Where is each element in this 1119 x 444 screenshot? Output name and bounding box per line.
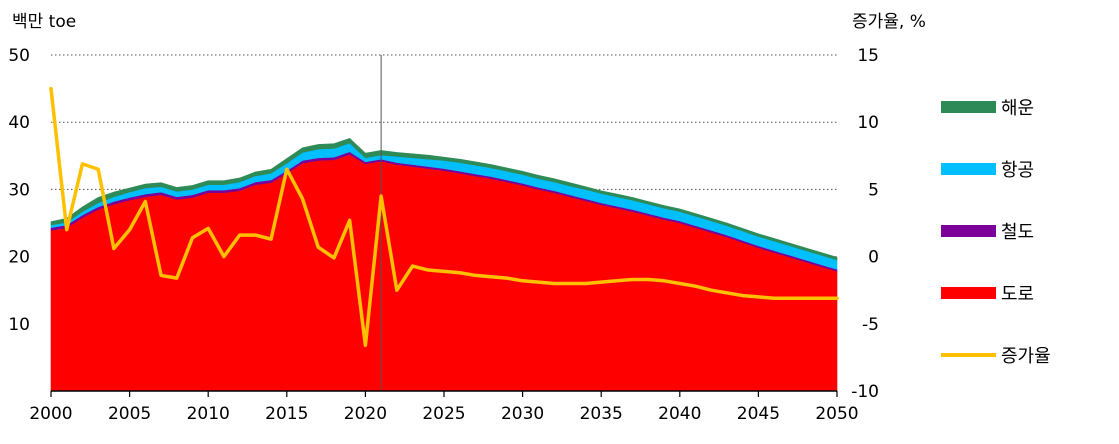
- legend-label-항공: 항공: [1001, 160, 1034, 181]
- x-tick-label: 2035: [580, 404, 623, 424]
- legend-swatch-항공: [941, 163, 996, 175]
- x-tick-label: 2050: [815, 404, 858, 424]
- y-right-tick-label: 15: [857, 46, 879, 66]
- y-right-tick-label: 5: [868, 180, 879, 200]
- right-axis-label: 증가율, %: [852, 12, 926, 32]
- stacked-areas: [50, 55, 838, 392]
- y-left-tick-label: 20: [8, 248, 30, 268]
- x-tick-label: 2030: [501, 404, 544, 424]
- legend-label-증가율: 증가율: [1001, 346, 1051, 367]
- axis-labels: 백만 toe 증가율, %: [12, 12, 926, 32]
- area-해운: [50, 137, 838, 261]
- legend-label-철도: 철도: [1001, 222, 1034, 243]
- x-tick-label: 2010: [187, 404, 230, 424]
- x-tick-label: 2020: [344, 404, 387, 424]
- y-left-tick-label: 50: [8, 46, 30, 66]
- x-tick-label: 2025: [422, 404, 465, 424]
- legend-swatch-철도: [941, 225, 996, 237]
- y-left-tick-label: 30: [8, 180, 30, 200]
- line-증가율: [49, 86, 839, 348]
- y-right-tick-label: -5: [862, 315, 879, 335]
- axes: 2000 2005 2010 2015 2020 2025 2030 2035 2040 2045…: [8, 46, 879, 424]
- left-axis-label: 백만 toe: [12, 12, 76, 32]
- x-tick-label: 2015: [265, 404, 308, 424]
- y-left-tick-label: 40: [8, 113, 30, 133]
- y-right-tick-label: 0: [868, 248, 879, 268]
- y-left-tick-label: 10: [8, 315, 30, 335]
- x-tick-label: 2045: [737, 404, 780, 424]
- legend-label-해운: 해운: [1001, 98, 1034, 119]
- x-tick-label: 2005: [108, 404, 151, 424]
- legend-label-도로: 도로: [1001, 284, 1034, 305]
- x-tick-label: 2040: [658, 404, 701, 424]
- legend-swatch-도로: [941, 287, 996, 299]
- growth-rate-line: [49, 86, 839, 348]
- legend-swatch-해운: [941, 101, 996, 113]
- y-right-tick-label: -10: [851, 382, 879, 402]
- y-right-tick-label: 10: [857, 113, 879, 133]
- x-tick-label: 2000: [29, 404, 72, 424]
